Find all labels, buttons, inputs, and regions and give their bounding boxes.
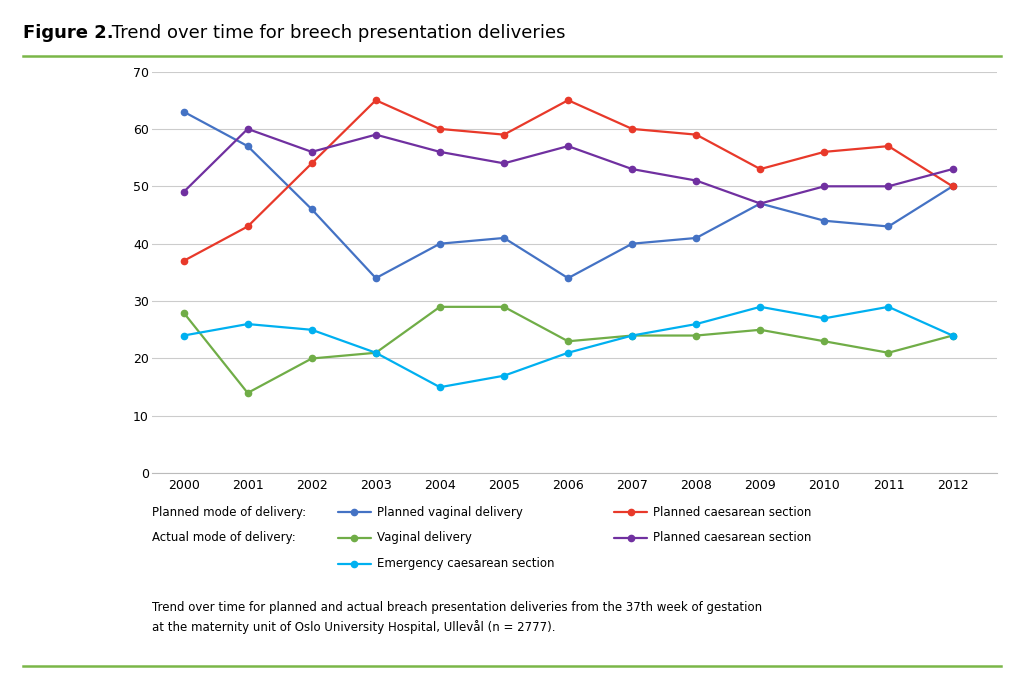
Text: Trend over time for planned and actual breach presentation deliveries from the 3: Trend over time for planned and actual b… (152, 601, 762, 633)
Text: Planned mode of delivery:: Planned mode of delivery: (152, 505, 306, 519)
Text: Vaginal delivery: Vaginal delivery (377, 531, 472, 545)
Text: Emergency caesarean section: Emergency caesarean section (377, 557, 554, 571)
Text: Planned caesarean section: Planned caesarean section (653, 505, 812, 519)
Text: Figure 2.: Figure 2. (23, 24, 114, 42)
Text: Actual mode of delivery:: Actual mode of delivery: (152, 531, 295, 545)
Text: Planned vaginal delivery: Planned vaginal delivery (377, 505, 522, 519)
Text: Trend over time for breech presentation deliveries: Trend over time for breech presentation … (106, 24, 566, 42)
Text: Planned caesarean section: Planned caesarean section (653, 531, 812, 545)
